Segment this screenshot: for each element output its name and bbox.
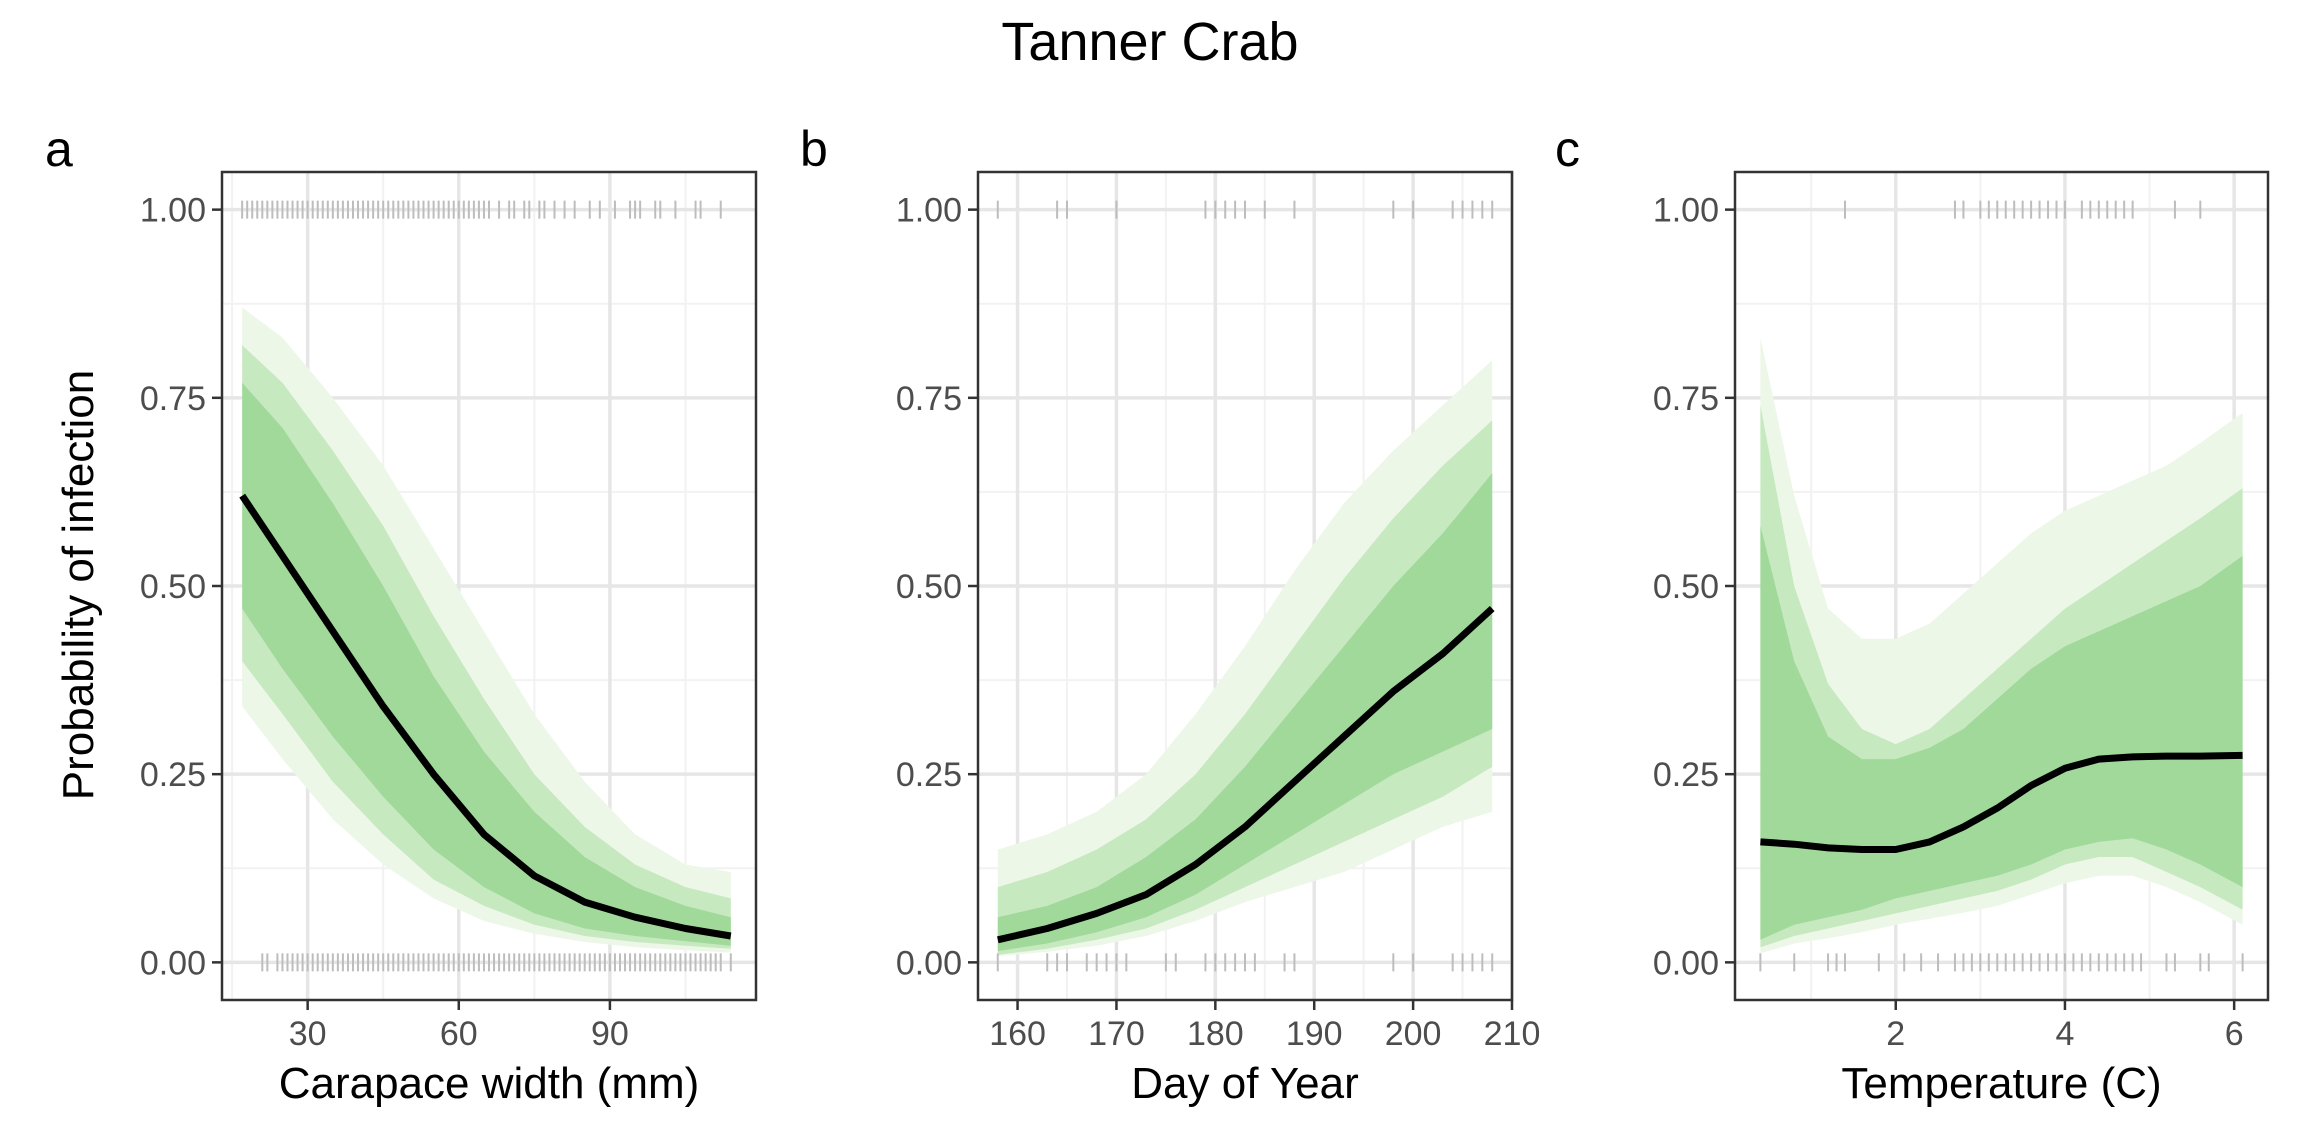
x-axis-title: Temperature (C): [1841, 1059, 2161, 1108]
x-axis-title: Day of Year: [1131, 1059, 1359, 1108]
y-tick-label: 0.50: [1653, 568, 1719, 606]
x-tick-label: 60: [440, 1015, 478, 1053]
y-tick-label: 0.00: [1653, 944, 1719, 982]
y-tick-label: 0.50: [140, 568, 206, 606]
x-tick-label: 6: [2225, 1015, 2244, 1053]
panel-label-b: b: [800, 121, 828, 177]
fit-line: [997, 606, 1495, 944]
y-tick-label: 1.00: [140, 192, 206, 230]
x-axis-title: Carapace width (mm): [279, 1059, 700, 1108]
x-tick-label: 4: [2055, 1015, 2074, 1053]
x-tick-label: 200: [1385, 1015, 1442, 1053]
y-tick-label: 0.25: [1653, 756, 1719, 794]
panel-label-a: a: [45, 121, 73, 177]
y-tick-label: 0.50: [896, 568, 962, 606]
panel-a: 0.00 0.25 0.50 0.75 1.00 30 60 90 Carapace width…: [140, 170, 758, 1108]
y-tick-label: 0.00: [140, 944, 206, 982]
y-tick-label: 0.75: [140, 380, 206, 418]
ci-band-middle: [242, 345, 731, 949]
x-tick-label: 210: [1484, 1015, 1541, 1053]
panel-c: 0.00 0.25 0.50 0.75 1.00 2 4 6 Temperature (C): [1653, 170, 2270, 1108]
y-tick-label: 0.75: [1653, 380, 1719, 418]
figure-title: Tanner Crab: [1001, 12, 1298, 72]
ci-band-inner: [997, 473, 1493, 952]
fit-line: [239, 493, 732, 940]
y-axis-title: Probability of infection: [54, 370, 103, 800]
x-tick-label: 180: [1187, 1015, 1244, 1053]
y-tick-label: 1.00: [1653, 192, 1719, 230]
x-tick-label: 190: [1286, 1015, 1343, 1053]
panel-b: 0.00 0.25 0.50 0.75 1.00 160 170 180 190 200 210 Da…: [896, 170, 1541, 1108]
y-tick-label: 0.25: [896, 756, 962, 794]
y-tick-label: 0.25: [140, 756, 206, 794]
x-tick-label: 170: [1088, 1015, 1145, 1053]
panel-label-c: c: [1555, 121, 1580, 177]
x-tick-label: 90: [591, 1015, 629, 1053]
y-tick-label: 0.75: [896, 380, 962, 418]
y-tick-label: 1.00: [896, 192, 962, 230]
y-tick-label: 0.00: [896, 944, 962, 982]
x-tick-label: 30: [289, 1015, 327, 1053]
fit-line: [1760, 751, 2243, 853]
x-tick-label: 160: [989, 1015, 1046, 1053]
ci-band-middle: [997, 420, 1493, 955]
ci-band-inner: [1760, 525, 2243, 940]
x-tick-label: 2: [1886, 1015, 1905, 1053]
